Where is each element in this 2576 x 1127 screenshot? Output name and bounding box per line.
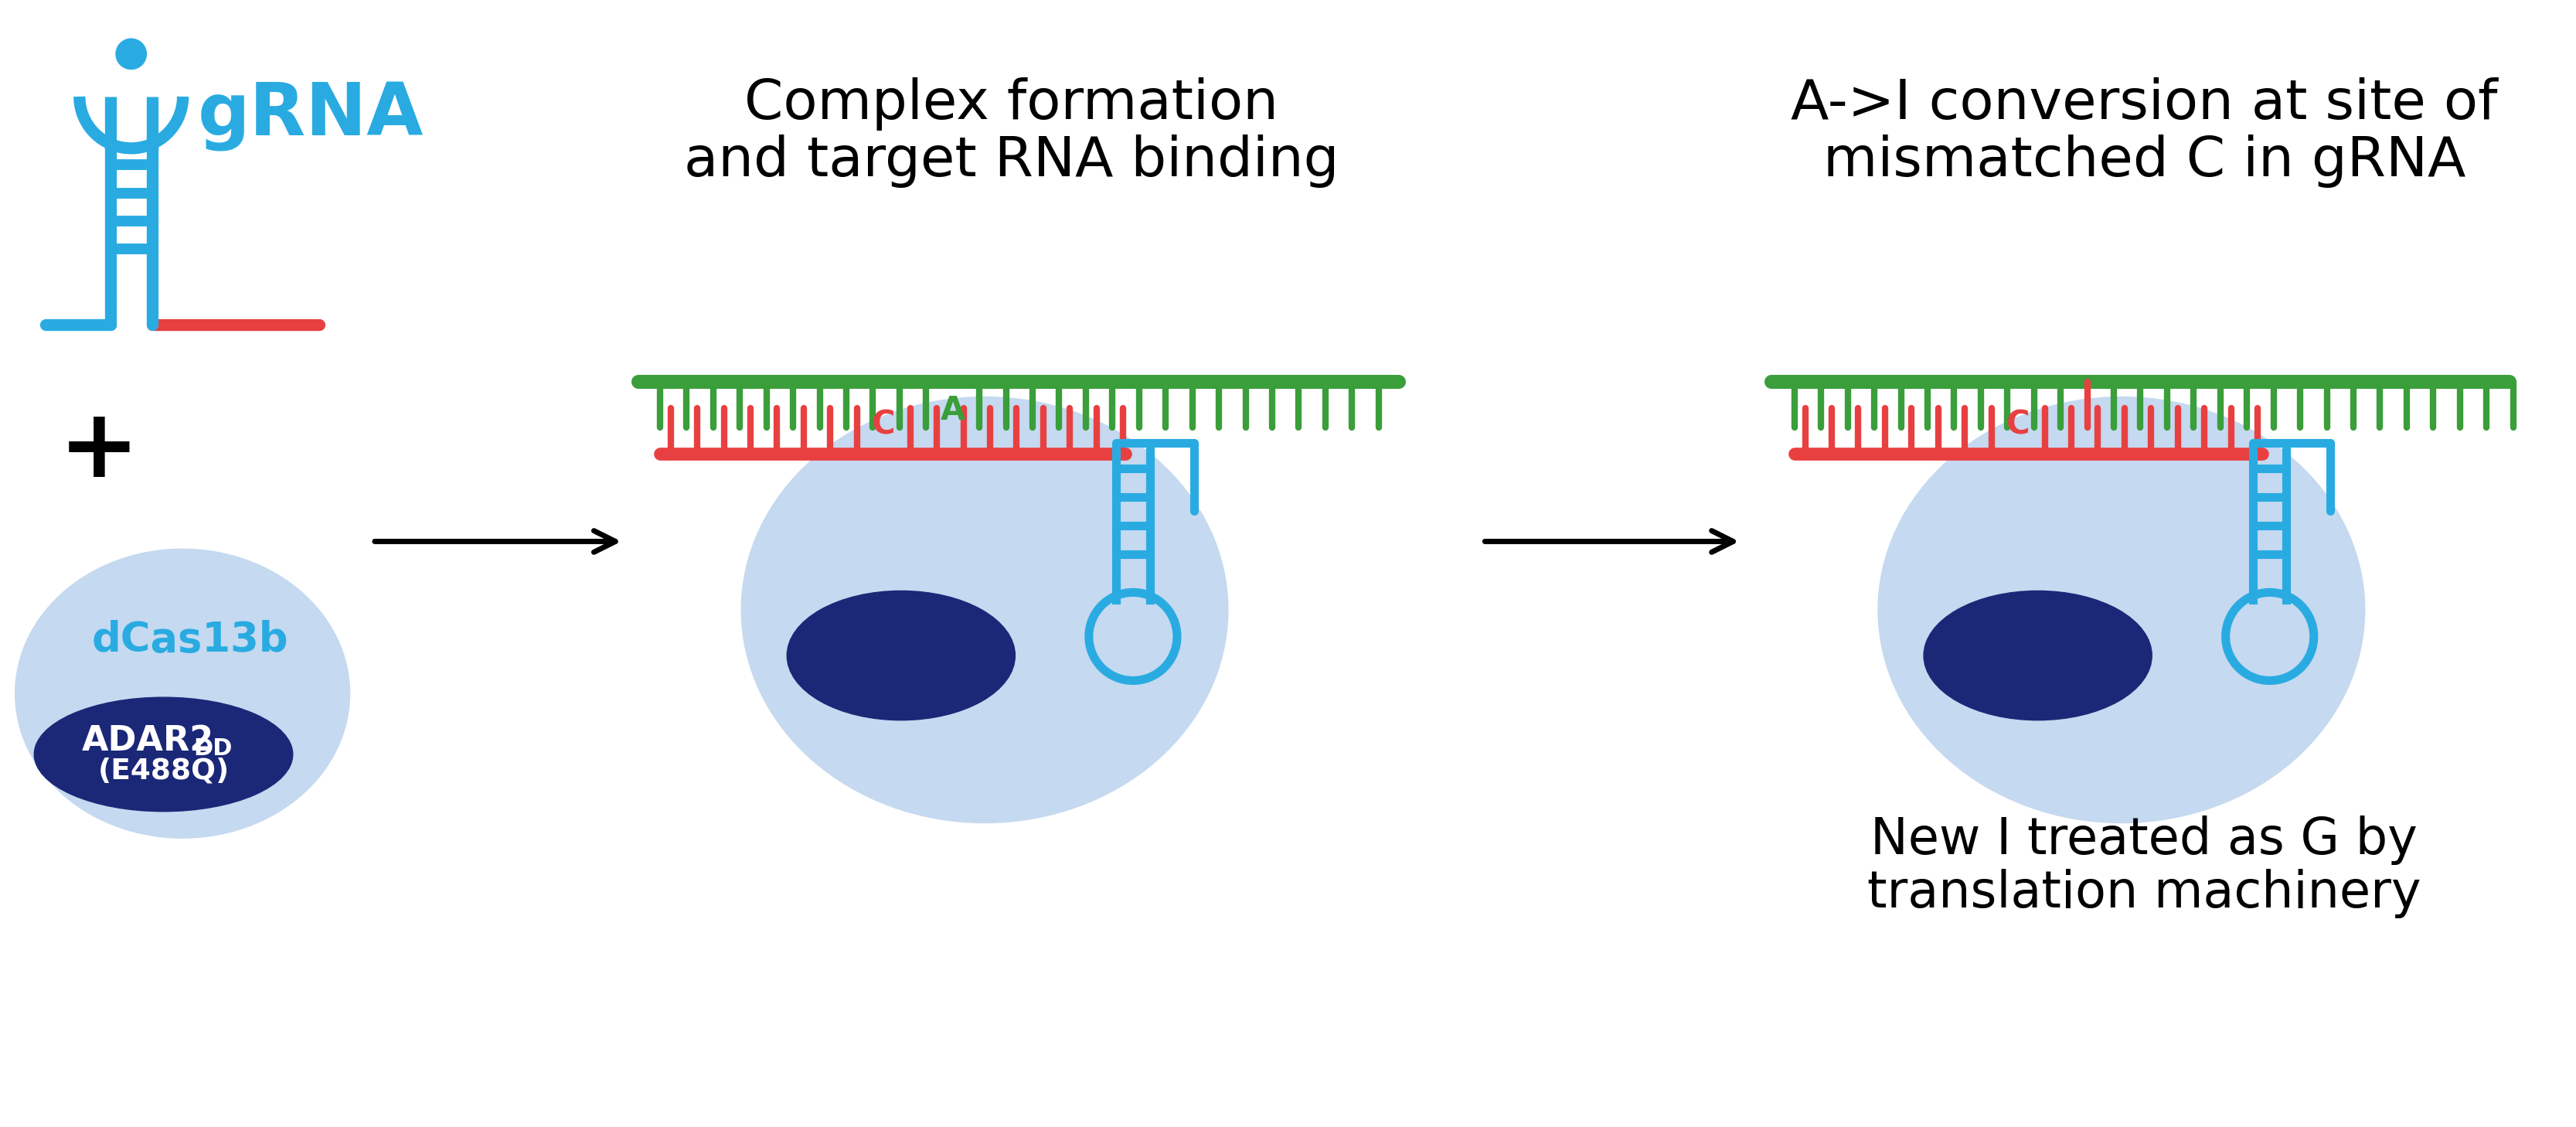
Text: C: C (2007, 409, 2030, 442)
Text: mismatched C in gRNA: mismatched C in gRNA (1824, 134, 2465, 188)
Text: New I treated as G by: New I treated as G by (1870, 815, 2419, 864)
Ellipse shape (33, 698, 294, 811)
Text: gRNA: gRNA (198, 80, 422, 151)
Ellipse shape (1924, 591, 2151, 720)
Ellipse shape (15, 549, 350, 838)
Text: dCas13b: dCas13b (93, 620, 289, 660)
Text: DD: DD (193, 737, 232, 760)
Text: and target RNA binding: and target RNA binding (683, 134, 1340, 188)
Ellipse shape (788, 591, 1015, 720)
Text: A->I conversion at site of: A->I conversion at site of (1790, 78, 2499, 131)
Text: (E488Q): (E488Q) (98, 757, 229, 786)
Text: ADAR2: ADAR2 (82, 724, 214, 757)
Text: C: C (871, 409, 896, 442)
Text: A: A (940, 394, 966, 427)
Circle shape (2226, 593, 2313, 681)
Text: Complex formation: Complex formation (744, 78, 1278, 131)
Circle shape (116, 38, 147, 69)
Text: translation machinery: translation machinery (1868, 869, 2421, 917)
Ellipse shape (742, 397, 1229, 823)
Circle shape (1090, 593, 1177, 681)
Text: +: + (59, 403, 139, 497)
Ellipse shape (1878, 397, 2365, 823)
